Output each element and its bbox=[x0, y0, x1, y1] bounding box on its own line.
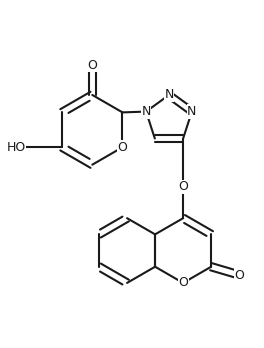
Text: O: O bbox=[117, 141, 128, 154]
Text: O: O bbox=[87, 58, 97, 72]
Text: O: O bbox=[178, 276, 188, 290]
Text: N: N bbox=[142, 105, 151, 118]
Text: N: N bbox=[187, 105, 197, 118]
Text: O: O bbox=[234, 269, 244, 282]
Text: N: N bbox=[164, 88, 174, 102]
Text: O: O bbox=[178, 180, 188, 193]
Text: HO: HO bbox=[6, 141, 26, 154]
